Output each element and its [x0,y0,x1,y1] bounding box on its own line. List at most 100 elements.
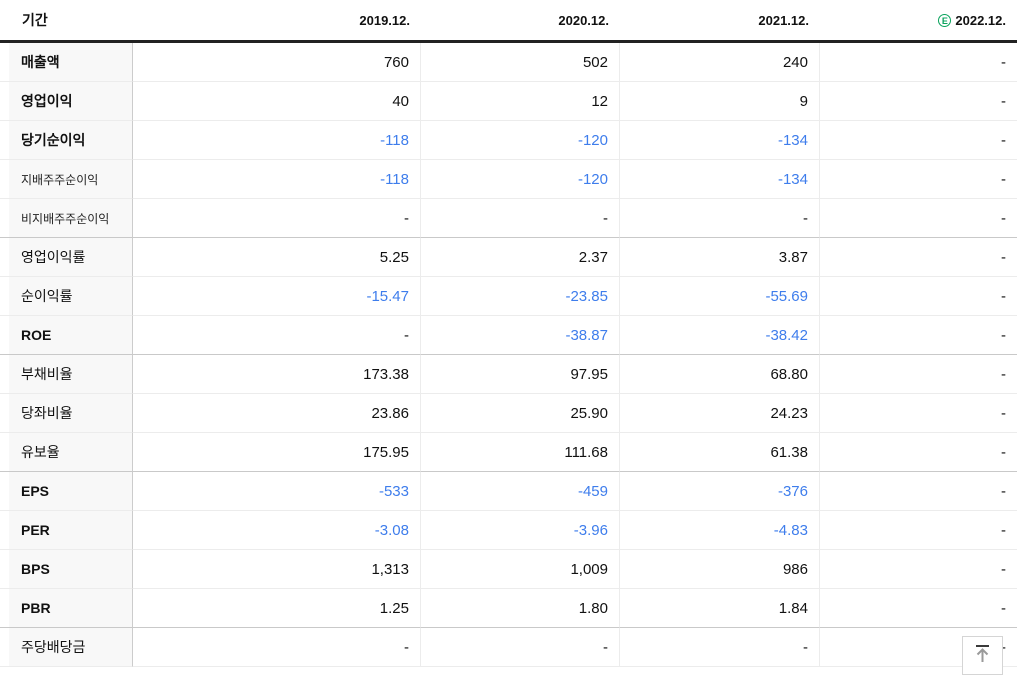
table-cell: -38.42 [620,316,820,355]
table-cell: 5.25 [133,238,421,277]
table-cell: - [620,628,820,667]
table-cell: - [133,316,421,355]
row-label: 비지배주주순이익 [0,199,133,238]
table-row: EPS -533 -459 -376- [0,472,1017,511]
table-cell: 1,313 [133,550,421,589]
table-cell: 40 [133,82,421,121]
period-header: 기간 [0,0,133,43]
table-cell: - [820,511,1017,550]
table-cell: -120 [421,121,620,160]
table-cell: 173.38 [133,355,421,394]
table-cell: - [820,160,1017,199]
table-row: 지배주주순이익 -118 -120 -134- [0,160,1017,199]
row-label: 영업이익률 [0,238,133,277]
table-cell: -118 [133,160,421,199]
row-label: 순이익률 [0,277,133,316]
row-label: 유보율 [0,433,133,472]
table-cell: 68.80 [620,355,820,394]
table-row: 영업이익률 5.25 2.37 3.87- [0,238,1017,277]
table-cell: -23.85 [421,277,620,316]
table-row: PER -3.08 -3.96 -4.83- [0,511,1017,550]
row-label: EPS [0,472,133,511]
table-cell: 97.95 [421,355,620,394]
table-row: 비지배주주순이익 - - - - [0,199,1017,238]
table-cell: - [820,43,1017,82]
table-row: 당좌비율 23.86 25.90 24.23- [0,394,1017,433]
arrow-up-to-top-icon [974,644,991,668]
table-cell: - [421,199,620,238]
estimate-icon: E [938,13,952,27]
table-cell: -134 [620,160,820,199]
table-row: 부채비율 173.38 97.95 68.80- [0,355,1017,394]
table-cell: 12 [421,82,620,121]
table-row: PBR 1.25 1.80 1.84- [0,589,1017,628]
table-cell: -120 [421,160,620,199]
table-cell: - [133,199,421,238]
table-row: ROE - -38.87 -38.42- [0,316,1017,355]
table-cell: 61.38 [620,433,820,472]
row-label: 당좌비율 [0,394,133,433]
column-header-label: 2022.12. [955,12,1006,28]
table-cell: - [820,355,1017,394]
table-cell: - [820,433,1017,472]
table-cell: -38.87 [421,316,620,355]
table-cell: 9 [620,82,820,121]
row-label: 지배주주순이익 [0,160,133,199]
table-cell: 2.37 [421,238,620,277]
table-cell: 175.95 [133,433,421,472]
table-row: 순이익률 -15.47 -23.85 -55.69- [0,277,1017,316]
table-row: BPS 1,313 1,009 986- [0,550,1017,589]
table-row: 주당배당금 - - - - [0,628,1017,667]
table-cell: 23.86 [133,394,421,433]
table-cell: - [820,121,1017,160]
table-row: 유보율 175.95 111.68 61.38- [0,433,1017,472]
table-cell: - [421,628,620,667]
table-cell: 1,009 [421,550,620,589]
row-label: ROE [0,316,133,355]
table-cell: 111.68 [421,433,620,472]
table-cell: -376 [620,472,820,511]
table-cell: 502 [421,43,620,82]
table-cell: -134 [620,121,820,160]
table-row: 당기순이익 -118 -120 -134- [0,121,1017,160]
financial-table: 기간 2019.12. 2020.12. 2021.12. E 2022.12. … [0,0,1017,667]
table-cell: -118 [133,121,421,160]
row-label: 당기순이익 [0,121,133,160]
table-cell: -15.47 [133,277,421,316]
column-header-2019-12: 2019.12. [133,0,421,43]
table-cell: - [620,199,820,238]
table-cell: - [820,277,1017,316]
table-cell: - [820,82,1017,121]
table-cell: -55.69 [620,277,820,316]
table-cell: 1.25 [133,589,421,628]
table-cell: 240 [620,43,820,82]
table-header: 기간 2019.12. 2020.12. 2021.12. E 2022.12. [0,0,1017,43]
row-label: PER [0,511,133,550]
table-cell: - [820,238,1017,277]
table-cell: - [820,394,1017,433]
table-cell: - [820,316,1017,355]
table-row: 영업이익 40 12 9- [0,82,1017,121]
table-cell: 760 [133,43,421,82]
row-label: 주당배당금 [0,628,133,667]
table-cell: 25.90 [421,394,620,433]
table-row: 매출액 760 502 240- [0,43,1017,82]
column-header-2022-12-estimate: E 2022.12. [820,0,1017,43]
table-cell: - [133,628,421,667]
table-cell: 3.87 [620,238,820,277]
column-header-2020-12: 2020.12. [421,0,620,43]
table-cell: -459 [421,472,620,511]
table-cell: - [820,589,1017,628]
row-label: BPS [0,550,133,589]
table-cell: - [820,472,1017,511]
table-cell: -533 [133,472,421,511]
table-cell: - [820,199,1017,238]
scroll-to-top-button[interactable] [962,636,1003,675]
table-cell: 986 [620,550,820,589]
financial-table-body: 매출액 760 502 240- 영업이익 40 12 9- 당기순이익 -118 -120 -134… [0,43,1017,667]
column-header-2021-12: 2021.12. [620,0,820,43]
table-cell: -3.96 [421,511,620,550]
header-row: 기간 2019.12. 2020.12. 2021.12. E 2022.12. [0,0,1017,43]
table-cell: -4.83 [620,511,820,550]
row-label: 영업이익 [0,82,133,121]
